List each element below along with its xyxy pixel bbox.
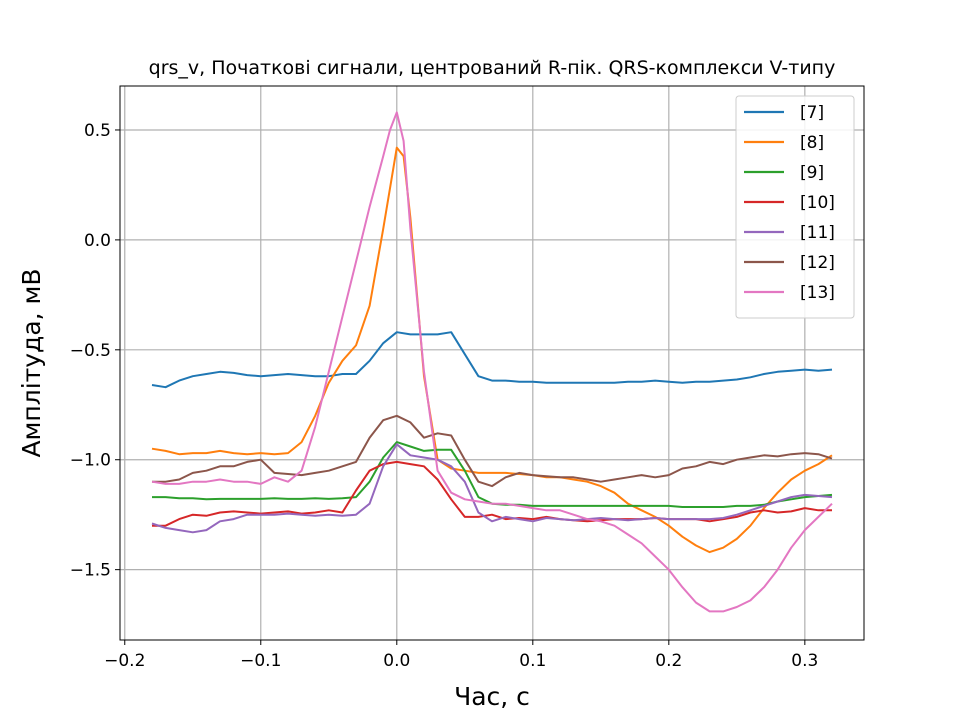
legend-label: [8] bbox=[800, 133, 824, 153]
x-axis-label: Час, с bbox=[454, 682, 530, 711]
y-tick-label: −1.5 bbox=[70, 561, 111, 581]
legend-label: [7] bbox=[800, 103, 824, 123]
plot-area-frame bbox=[119, 85, 865, 641]
series-line-3 bbox=[152, 460, 832, 527]
series-line-4 bbox=[151, 443, 833, 534]
chart-title: qrs_v, Початкові сигнали, центрований R-… bbox=[149, 57, 836, 79]
legend-label: [11] bbox=[800, 223, 835, 243]
x-tick-label: 0.1 bbox=[519, 651, 546, 671]
x-tick-label: 0.3 bbox=[791, 651, 818, 671]
series-lines bbox=[151, 111, 833, 613]
x-tick-label: 0.0 bbox=[383, 651, 410, 671]
legend: [7] [8] [9] [10] [11] [12] [13] bbox=[735, 95, 855, 319]
y-tick-label: −0.5 bbox=[70, 341, 111, 361]
series-line-1 bbox=[151, 146, 833, 554]
legend-label: [9] bbox=[800, 163, 824, 183]
series-line-6 bbox=[151, 111, 833, 613]
y-tick-label: 0.0 bbox=[84, 231, 111, 251]
legend-label: [12] bbox=[800, 253, 835, 273]
legend-box bbox=[735, 95, 855, 319]
x-tick-label: 0.2 bbox=[655, 651, 682, 671]
y-tick-label: −1.0 bbox=[70, 451, 111, 471]
x-tick-label: −0.1 bbox=[240, 651, 281, 671]
series-line-0 bbox=[151, 331, 833, 389]
legend-label: [13] bbox=[800, 283, 835, 303]
y-axis-label: Амплітуда, мВ bbox=[17, 268, 46, 457]
y-tick-label: 0.5 bbox=[84, 121, 111, 141]
x-tick-label: −0.2 bbox=[104, 651, 145, 671]
series-line-5 bbox=[152, 414, 833, 488]
legend-label: [10] bbox=[800, 193, 835, 213]
axis-ticks: −0.2 −0.1 0.0 0.1 0.2 0.3 −1.5 −1.0 −0.5 0.0 0.5 bbox=[70, 121, 819, 671]
